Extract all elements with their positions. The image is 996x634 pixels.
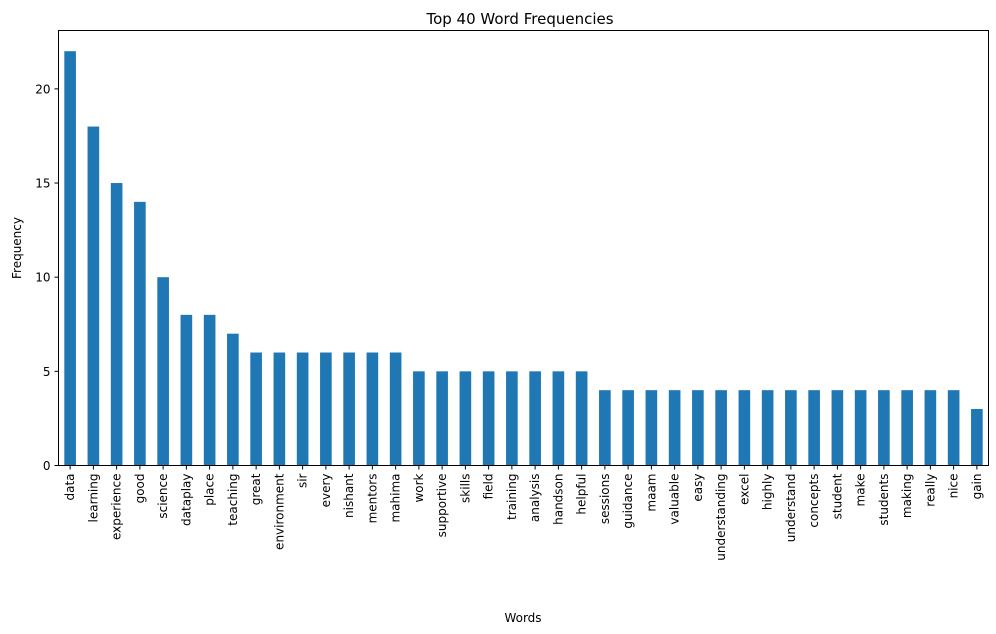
x-tick-label: field: [482, 474, 496, 500]
x-tick-label: good: [133, 474, 147, 504]
x-tick-label: skills: [458, 474, 472, 503]
bar-make: [854, 390, 867, 466]
bar-every: [320, 352, 332, 466]
bar-really: [924, 390, 937, 466]
bar-great: [250, 352, 262, 466]
x-tick-label: teaching: [226, 474, 240, 526]
bar-learning: [87, 126, 100, 466]
x-tick-label: sir: [296, 473, 310, 488]
bar-environment: [273, 352, 286, 466]
x-tick-label: training: [505, 474, 519, 521]
bar-teaching: [227, 333, 239, 466]
x-tick-label: dataplay: [179, 474, 193, 526]
x-tick-label: science: [156, 474, 170, 519]
x-tick-label: understand: [784, 474, 798, 543]
bar-maam: [645, 390, 658, 466]
y-tick-label: 15: [35, 177, 50, 191]
y-axis-label: Frequency: [10, 217, 24, 279]
x-tick-label: work: [412, 473, 426, 502]
bar-students: [878, 390, 890, 466]
x-tick-label: mentors: [365, 474, 379, 524]
x-tick-label: helpful: [575, 474, 589, 515]
x-tick-label: nishant: [342, 473, 356, 518]
x-tick-label: place: [203, 474, 217, 506]
x-axis-label: Words: [504, 611, 541, 625]
bar-good: [134, 201, 146, 466]
y-axis-ticks: 0 5 10 15 20: [35, 82, 59, 473]
bar-understanding: [715, 390, 727, 466]
x-tick-label: valuable: [668, 474, 682, 525]
bar-excel: [738, 390, 751, 466]
bar-highly: [761, 390, 774, 466]
bar-gain: [971, 409, 983, 466]
x-tick-label: excel: [737, 474, 751, 505]
x-tick-label: experience: [110, 474, 124, 541]
x-tick-label: nice: [947, 474, 961, 499]
bar-making: [901, 390, 913, 466]
x-tick-label: concepts: [807, 474, 821, 528]
bar-supportive: [436, 371, 448, 466]
x-tick-label: make: [854, 474, 868, 507]
bar-science: [157, 277, 169, 466]
x-tick-label: really: [923, 474, 937, 507]
bar-field: [482, 371, 495, 466]
y-tick-label: 20: [35, 82, 50, 96]
x-tick-label: data: [63, 474, 77, 501]
bar-understand: [785, 390, 797, 466]
x-tick-label: sessions: [598, 474, 612, 525]
x-tick-label: understanding: [714, 474, 728, 561]
bar-data: [64, 51, 76, 466]
bar-handson: [552, 371, 565, 466]
x-tick-label: learning: [86, 474, 100, 523]
bar-work: [413, 371, 425, 466]
x-tick-label: supportive: [435, 474, 449, 538]
bar-place: [203, 314, 216, 466]
bar-mahima: [389, 352, 402, 466]
bar-helpful: [575, 371, 588, 466]
x-tick-label: analysis: [528, 474, 542, 523]
bar-sir: [296, 352, 309, 466]
bar-valuable: [668, 390, 681, 466]
x-tick-label: gain: [970, 474, 984, 500]
plot-frame: [58, 30, 989, 466]
x-tick-label: maam: [644, 474, 658, 512]
x-tick-label: great: [249, 473, 263, 505]
bar-nishant: [343, 352, 355, 466]
x-tick-label: making: [900, 474, 914, 519]
bar-guidance: [622, 390, 634, 466]
bar-skills: [459, 371, 472, 466]
x-tick-label: handson: [551, 474, 565, 525]
x-tick-label: easy: [691, 474, 705, 502]
x-tick-label: every: [319, 474, 333, 508]
bar-easy: [692, 390, 704, 466]
y-tick-label: 10: [35, 271, 50, 285]
bar-nice: [947, 390, 960, 466]
bar-student: [831, 390, 844, 466]
bar-dataplay: [180, 314, 193, 466]
bar-experience: [110, 183, 123, 466]
x-tick-label: highly: [761, 474, 775, 511]
y-tick-label: 5: [43, 365, 51, 379]
x-tick-label: student: [830, 473, 844, 519]
x-axis-ticks: data learning experience good science datapla…: [63, 465, 984, 561]
bar-concepts: [808, 390, 820, 466]
bar-mentors: [366, 352, 379, 466]
x-tick-label: guidance: [621, 474, 635, 529]
y-tick-label: 0: [43, 459, 51, 473]
bar-analysis: [529, 371, 541, 466]
x-tick-label: mahima: [389, 474, 403, 523]
chart-title: Top 40 Word Frequencies: [425, 10, 613, 28]
bar-sessions: [599, 390, 611, 466]
bar-training: [506, 371, 518, 466]
bars-group: [64, 51, 983, 466]
x-tick-label: environment: [272, 473, 286, 550]
x-tick-label: students: [877, 474, 891, 526]
